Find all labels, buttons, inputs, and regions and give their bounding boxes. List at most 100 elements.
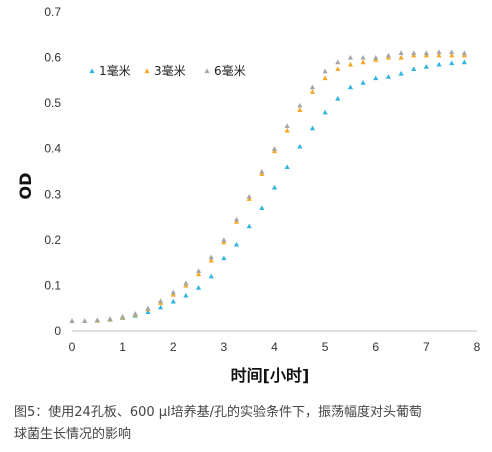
y-axis-title: OD <box>16 173 35 200</box>
data-point <box>309 89 316 94</box>
data-point <box>233 216 240 222</box>
data-point <box>284 127 290 133</box>
data-point <box>246 193 252 199</box>
x-tick-label: 3 <box>221 340 228 354</box>
data-point <box>271 184 278 190</box>
y-tick-label: 0.7 <box>44 5 61 19</box>
data-point <box>309 125 316 131</box>
data-point <box>107 316 113 321</box>
data-point <box>132 311 138 316</box>
data-point <box>82 318 88 324</box>
x-axis-ticks: 0 1 2 3 4 5 6 7 8 <box>69 340 481 354</box>
data-points <box>69 49 467 324</box>
data-point <box>423 64 429 69</box>
data-point <box>221 237 227 242</box>
data-point <box>208 273 214 279</box>
data-point <box>259 205 265 211</box>
x-tick-label: 5 <box>322 340 329 354</box>
data-point <box>449 49 455 55</box>
data-point <box>360 54 366 60</box>
series-3 <box>69 49 467 324</box>
data-point <box>347 84 354 90</box>
data-point <box>411 66 417 72</box>
data-point <box>297 102 303 108</box>
data-point <box>221 255 227 261</box>
data-point <box>449 52 455 58</box>
data-point <box>120 313 126 319</box>
data-point <box>309 84 316 90</box>
x-tick-label: 0 <box>69 340 76 354</box>
y-axis-ticks: 0 0.1 0.2 0.3 0.4 0.5 0.6 0.7 <box>44 5 61 338</box>
data-point <box>335 95 341 101</box>
data-point <box>398 54 404 60</box>
data-point <box>461 59 467 65</box>
data-point <box>145 309 151 314</box>
x-tick-label: 6 <box>372 340 379 354</box>
x-axis-title: 时间[小时] <box>231 366 310 385</box>
data-point <box>436 61 442 67</box>
y-tick-label: 0.1 <box>44 278 61 292</box>
data-point <box>373 54 379 60</box>
data-point <box>423 50 429 56</box>
data-point <box>284 164 290 170</box>
data-point <box>145 305 151 311</box>
data-point <box>170 289 176 295</box>
legend-marker <box>204 68 210 74</box>
data-point <box>436 49 442 55</box>
legend-label: 3毫米 <box>154 63 186 78</box>
caption-line-2: 球菌生长情况的影响 <box>14 427 132 442</box>
data-point <box>436 52 442 58</box>
x-tick-label: 7 <box>423 340 430 354</box>
x-tick-label: 1 <box>119 340 126 354</box>
figure-caption: 图5：使用24孔板、600 μl培养基/孔的实验条件下，振荡幅度对头葡萄 球菌生… <box>14 402 484 446</box>
data-point <box>259 168 265 174</box>
y-tick-label: 0.5 <box>44 96 61 110</box>
data-point <box>69 318 75 324</box>
data-point <box>233 241 240 247</box>
data-point <box>449 60 455 66</box>
y-tick-label: 0 <box>54 324 61 338</box>
series-1 <box>69 59 467 324</box>
series-2 <box>69 52 467 324</box>
legend-label: 6毫米 <box>214 63 246 78</box>
caption-line-1: 图5：使用24孔板、600 μl培养基/孔的实验条件下，振荡幅度对头葡萄 <box>14 405 423 420</box>
data-point <box>183 280 189 286</box>
data-point <box>195 271 202 277</box>
data-point <box>284 123 290 129</box>
data-point <box>398 50 404 56</box>
legend: 1毫米 3毫米 6毫米 <box>89 63 246 78</box>
data-point <box>246 223 252 229</box>
legend-marker <box>144 68 150 74</box>
legend-label: 1毫米 <box>99 63 131 78</box>
legend-marker <box>89 68 95 74</box>
y-tick-label: 0.2 <box>44 233 61 247</box>
x-tick-label: 8 <box>474 340 481 354</box>
data-point <box>385 74 392 79</box>
data-point <box>335 66 341 72</box>
data-point <box>347 54 354 60</box>
data-point <box>360 59 366 65</box>
data-point <box>322 109 328 115</box>
data-point <box>94 317 100 323</box>
data-point <box>208 257 214 263</box>
data-point <box>170 298 176 304</box>
data-point <box>195 285 202 290</box>
data-point <box>297 143 303 149</box>
data-point <box>347 61 354 67</box>
data-point <box>157 298 164 304</box>
y-tick-label: 0.6 <box>44 51 61 65</box>
data-point <box>322 75 328 81</box>
y-tick-label: 0.3 <box>44 187 61 201</box>
data-point <box>411 50 417 56</box>
data-point <box>335 59 341 65</box>
data-point <box>360 80 366 85</box>
x-tick-label: 4 <box>271 340 278 354</box>
data-point <box>157 304 164 310</box>
data-point <box>297 107 303 113</box>
data-point <box>322 68 328 74</box>
data-point <box>195 268 202 273</box>
data-point <box>373 75 379 81</box>
x-tick-label: 2 <box>170 340 177 354</box>
data-point <box>183 292 189 298</box>
data-point <box>385 52 392 58</box>
